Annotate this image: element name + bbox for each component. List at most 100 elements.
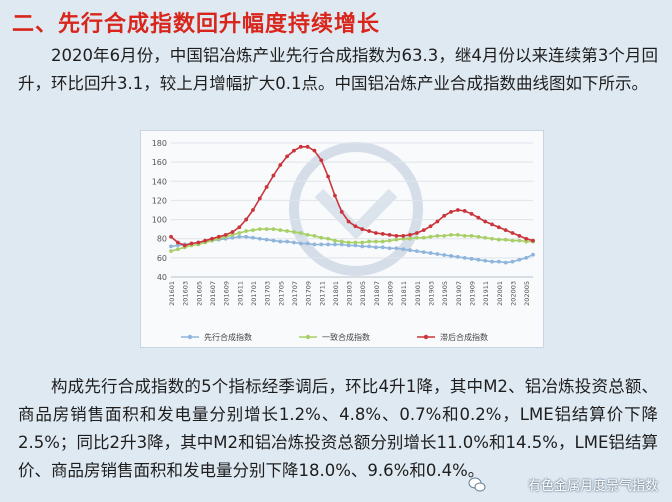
series-3 [169, 144, 535, 248]
y-tick-label: 80 [157, 235, 167, 244]
x-tick-label: 201611 [236, 281, 244, 306]
data-point [503, 237, 508, 242]
data-point [346, 219, 351, 224]
data-point [394, 233, 399, 238]
data-point [449, 232, 453, 237]
data-point [264, 227, 269, 232]
data-point [421, 228, 426, 232]
data-point [401, 236, 406, 241]
x-tick-label: 201911 [482, 281, 490, 306]
data-point [346, 243, 351, 248]
data-point [380, 232, 385, 236]
data-point [387, 238, 392, 243]
data-point [230, 230, 235, 234]
composite-index-chart: 40 60 80 100 120 140 160 180 201601 201603 201605… [140, 130, 544, 348]
series-2 [169, 227, 535, 254]
data-point [339, 239, 344, 244]
data-point [333, 242, 337, 247]
data-point [257, 236, 262, 241]
data-point [510, 259, 515, 264]
x-tick-label: 201903 [428, 281, 436, 306]
data-point [435, 252, 440, 256]
data-point [182, 243, 187, 248]
data-point [455, 232, 460, 237]
data-point [353, 240, 358, 245]
x-tick-label: 201701 [250, 281, 258, 306]
data-point [203, 238, 208, 243]
x-tick-label: 201811 [400, 281, 408, 306]
data-point [367, 229, 371, 233]
data-point [339, 210, 344, 214]
legend-marker [423, 334, 429, 340]
chart-gridlines [171, 142, 533, 278]
data-point [244, 234, 249, 239]
data-point [380, 245, 385, 250]
x-tick-label: 201709 [305, 281, 313, 306]
data-point [360, 244, 365, 249]
data-point [483, 235, 488, 240]
x-tick-label: 201901 [414, 281, 422, 306]
chart-watermark-logo [289, 142, 423, 276]
legend-label: 一致合成指数 [322, 332, 370, 342]
data-point [278, 163, 283, 167]
data-point [462, 209, 467, 213]
data-point [490, 236, 494, 241]
data-point [175, 243, 180, 248]
data-point [346, 240, 351, 245]
data-point [476, 257, 481, 262]
data-point [333, 238, 337, 243]
data-point [237, 231, 242, 235]
y-tick-label: 140 [152, 177, 167, 186]
data-point [442, 233, 447, 238]
data-point [175, 240, 180, 245]
data-point [305, 241, 310, 246]
data-point [476, 215, 481, 220]
x-tick-label: 201907 [455, 281, 463, 306]
data-point [278, 239, 283, 244]
data-point [455, 208, 460, 212]
data-point [490, 259, 494, 264]
data-point [360, 240, 365, 245]
data-point [414, 249, 419, 254]
data-point [401, 247, 406, 252]
x-tick-label: 201809 [387, 281, 395, 306]
data-point [524, 255, 529, 260]
data-point [503, 228, 508, 232]
data-point [257, 196, 262, 201]
data-point [230, 232, 235, 237]
data-point [210, 236, 214, 241]
data-point [517, 238, 522, 243]
data-point [292, 230, 296, 234]
data-point [326, 236, 330, 241]
detail-paragraph: 构成先行合成指数的5个指标经季调后，环比4升1降，其中M2、铝冶炼投资总额、商品… [18, 377, 658, 480]
y-tick-label: 60 [157, 254, 167, 263]
data-point [285, 154, 290, 159]
data-point [271, 238, 276, 243]
data-point [476, 234, 481, 239]
logo-mark [314, 188, 398, 240]
data-point [428, 251, 433, 255]
data-point [469, 233, 474, 238]
wechat-icon [468, 477, 486, 492]
data-point [367, 244, 371, 249]
data-point [367, 239, 371, 244]
data-point [278, 228, 283, 232]
data-point [312, 148, 317, 153]
x-tick-label: 201609 [223, 281, 231, 306]
data-point [408, 232, 412, 237]
section-heading: 二、先行合成指数回升幅度持续增长 [12, 12, 381, 37]
legend-marker [187, 334, 193, 340]
data-point [251, 228, 255, 232]
data-point [462, 255, 467, 260]
data-point [428, 224, 433, 229]
data-point [387, 246, 392, 251]
chart-legend: 先行合成指数 一致合成指数 滞后合成指数 [181, 332, 488, 342]
data-point [251, 235, 255, 240]
data-point [312, 242, 317, 247]
legend-marker [305, 334, 311, 340]
legend-label: 先行合成指数 [204, 332, 252, 342]
data-point [319, 242, 324, 247]
data-point [319, 158, 324, 163]
data-point [353, 243, 358, 248]
data-point [503, 260, 508, 265]
